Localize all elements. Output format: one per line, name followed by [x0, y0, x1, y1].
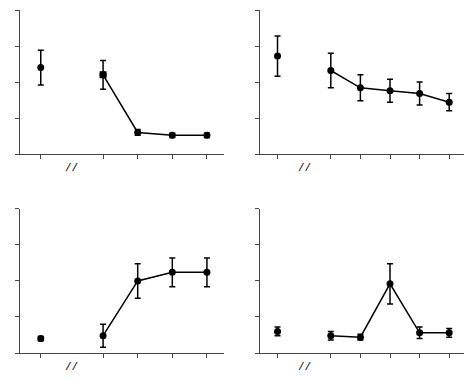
svg-text://: //	[65, 162, 78, 174]
svg-text://: //	[298, 162, 311, 174]
svg-text://: //	[298, 361, 311, 373]
svg-text://: //	[65, 361, 78, 373]
